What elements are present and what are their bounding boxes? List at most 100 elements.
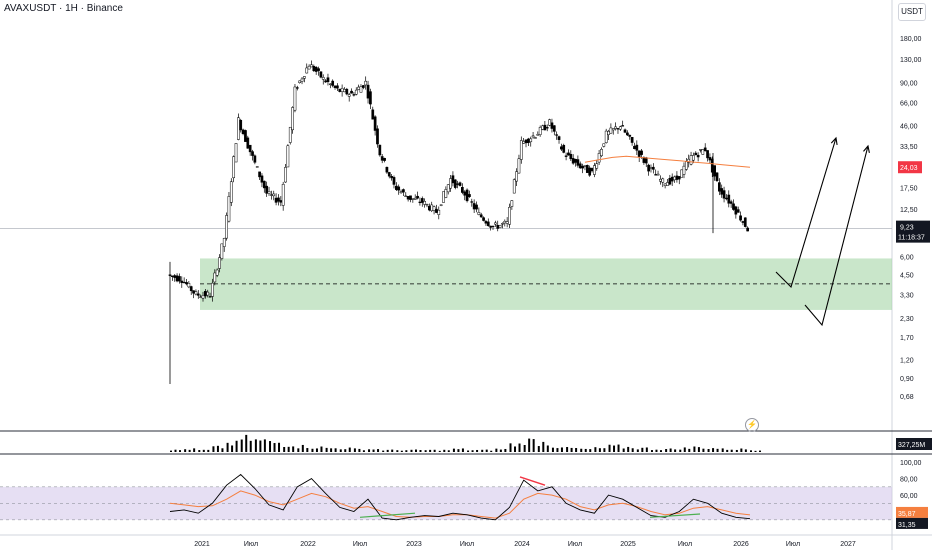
volume-bar bbox=[292, 446, 295, 452]
candle-body bbox=[182, 281, 186, 284]
candle-body bbox=[175, 275, 179, 282]
candle-body bbox=[732, 203, 735, 210]
volume-bar bbox=[471, 450, 474, 452]
candle-body bbox=[496, 224, 500, 229]
candle-body bbox=[552, 125, 556, 132]
volume-bar bbox=[320, 446, 323, 452]
volume-bars bbox=[170, 434, 761, 452]
volume-bar bbox=[744, 449, 747, 452]
currency-button[interactable]: USDT bbox=[898, 3, 926, 21]
candle-body bbox=[326, 77, 330, 83]
candle-body bbox=[449, 178, 452, 189]
volume-bar bbox=[429, 449, 432, 452]
candle-body bbox=[722, 190, 726, 199]
candle-body bbox=[404, 195, 408, 197]
divergence-line bbox=[519, 476, 546, 486]
volume-bar bbox=[688, 448, 691, 452]
candle-body bbox=[647, 164, 650, 172]
volume-bar bbox=[551, 447, 554, 452]
candle-body bbox=[390, 176, 393, 179]
candle-body bbox=[489, 225, 493, 228]
candle-body bbox=[694, 152, 698, 156]
ma-price-label: 24,03 bbox=[900, 165, 918, 172]
volume-bar bbox=[575, 448, 578, 452]
candle-body bbox=[458, 182, 462, 186]
candle-body bbox=[295, 87, 299, 89]
candle-body bbox=[623, 129, 627, 133]
volume-bar bbox=[311, 448, 314, 452]
volume-bar bbox=[207, 449, 210, 452]
candle-body bbox=[527, 138, 530, 144]
candle-body bbox=[361, 85, 365, 88]
candle-body bbox=[199, 296, 203, 298]
candle-body bbox=[345, 88, 349, 95]
candle-body bbox=[654, 174, 658, 176]
volume-bar bbox=[447, 450, 450, 452]
candle-body bbox=[333, 85, 337, 88]
time-tick-label: 2021 bbox=[194, 541, 210, 548]
candle-body bbox=[416, 195, 419, 199]
volume-bar bbox=[674, 449, 677, 452]
candle-body bbox=[310, 64, 313, 68]
volume-bar bbox=[193, 448, 196, 452]
price-tick-label: 33,50 bbox=[900, 144, 918, 151]
volume-bar bbox=[221, 448, 224, 452]
candle-body bbox=[670, 176, 674, 182]
volume-bar bbox=[655, 449, 658, 452]
volume-bar bbox=[726, 449, 729, 452]
volume-bar bbox=[485, 449, 488, 452]
candle-body bbox=[225, 215, 228, 239]
candle-body bbox=[451, 175, 455, 184]
volume-bar bbox=[362, 450, 365, 452]
volume-bar bbox=[259, 440, 262, 452]
candle-body bbox=[531, 135, 535, 138]
volume-bar bbox=[245, 434, 248, 452]
volume-bar bbox=[683, 447, 686, 452]
candle-body bbox=[720, 188, 724, 195]
candle-body bbox=[246, 137, 250, 149]
candle-body bbox=[597, 153, 601, 163]
volume-bar bbox=[334, 448, 337, 452]
volume-bar bbox=[443, 449, 446, 452]
volume-bar bbox=[263, 439, 266, 452]
candle-body bbox=[206, 291, 210, 296]
volume-bar bbox=[693, 446, 696, 452]
candle-body bbox=[463, 191, 467, 196]
candle-body bbox=[284, 167, 287, 183]
candle-body bbox=[291, 107, 294, 131]
candle-body bbox=[418, 201, 422, 204]
candle-body bbox=[692, 155, 695, 161]
lightning-icon[interactable]: ⚡ bbox=[745, 418, 759, 432]
candle-body bbox=[666, 182, 669, 186]
volume-bar bbox=[740, 448, 743, 452]
volume-bar bbox=[325, 447, 328, 452]
volume-bar bbox=[457, 449, 460, 452]
volume-bar bbox=[287, 446, 290, 452]
volume-bar bbox=[226, 442, 229, 452]
candle-body bbox=[425, 203, 429, 206]
volume-bar bbox=[627, 446, 630, 452]
candle-body bbox=[196, 293, 200, 296]
last-price-badge bbox=[896, 220, 930, 243]
volume-bar bbox=[730, 449, 733, 452]
candle-body bbox=[614, 126, 617, 129]
volume-bar bbox=[759, 450, 761, 452]
candle-body bbox=[739, 215, 742, 221]
candle-body bbox=[640, 150, 643, 155]
candle-body bbox=[437, 209, 441, 215]
candle-body bbox=[364, 80, 368, 86]
candle-body bbox=[675, 175, 679, 180]
price-tick-label: 4,50 bbox=[900, 273, 914, 280]
candle-body bbox=[715, 172, 719, 181]
candle-body bbox=[173, 275, 177, 278]
candle-body bbox=[659, 178, 662, 182]
candle-body bbox=[298, 80, 302, 83]
candle-body bbox=[220, 243, 224, 259]
candle-body bbox=[241, 129, 245, 134]
volume-bar bbox=[546, 445, 549, 452]
candle-body bbox=[491, 225, 495, 228]
volume-bar bbox=[495, 448, 498, 452]
candle-body bbox=[237, 117, 240, 140]
